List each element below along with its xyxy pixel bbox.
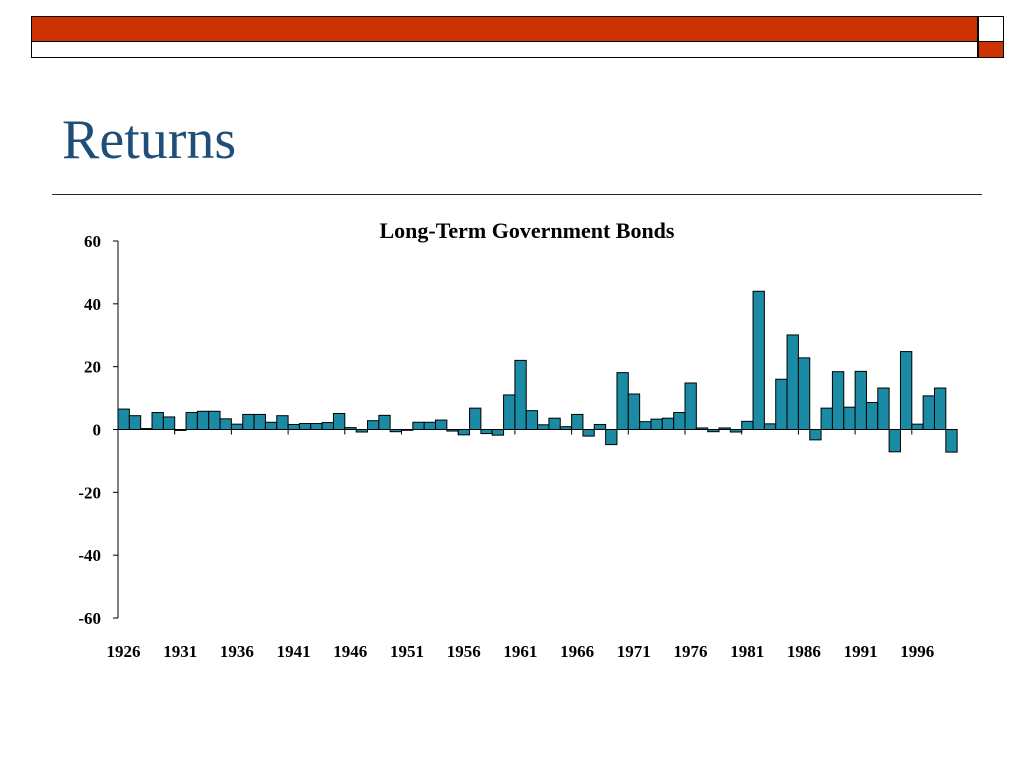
bar-1933	[196, 410, 210, 430]
bar-1989	[831, 371, 845, 431]
bar-1993	[877, 387, 890, 430]
bar-1966	[571, 413, 584, 431]
bar-1999	[945, 429, 958, 453]
x-tick-label-1936: 1936	[220, 642, 254, 661]
x-tick-label-1951: 1951	[390, 642, 424, 661]
header-accent-square-red	[978, 42, 1004, 58]
bar-1937	[242, 413, 255, 431]
bar-1987	[809, 429, 822, 441]
chart-title: Long-Term Government Bonds	[380, 218, 675, 243]
y-tick-label--40: -40	[78, 546, 101, 565]
header-accent-bar	[31, 16, 978, 42]
bar-1974	[661, 417, 675, 431]
bar-1985	[786, 334, 799, 430]
x-tick-label-1931: 1931	[163, 642, 197, 661]
bars-group	[117, 290, 958, 453]
bar-1954	[435, 419, 448, 431]
bar-1948	[366, 420, 380, 431]
bar-1971	[627, 393, 641, 430]
bar-1983	[763, 423, 777, 431]
bar-1972	[639, 421, 652, 430]
bar-1938	[253, 413, 266, 431]
y-tick-label-40: 40	[84, 295, 101, 314]
bar-1968	[593, 423, 607, 431]
bar-1945	[332, 412, 346, 431]
bar-1962	[525, 410, 539, 430]
slide-title: Returns	[62, 109, 237, 171]
bar-1964	[548, 417, 561, 431]
x-tick-label-1961: 1961	[503, 642, 537, 661]
bar-1995	[899, 351, 913, 430]
x-tick-label-1996: 1996	[900, 642, 934, 661]
x-tick-label-1926: 1926	[107, 642, 141, 661]
bar-1976	[684, 382, 697, 430]
bar-1984	[775, 378, 788, 431]
bar-1969	[605, 429, 618, 446]
bar-1944	[321, 422, 334, 430]
bar-1981	[741, 420, 754, 430]
bar-1992	[865, 401, 879, 431]
bar-1941	[287, 423, 300, 431]
bar-1997	[922, 395, 935, 431]
bar-1952	[412, 421, 425, 430]
y-tick-label-60: 60	[84, 232, 101, 251]
x-tick-label-1991: 1991	[844, 642, 878, 661]
bar-1967	[582, 429, 595, 437]
bar-1982	[752, 290, 765, 430]
x-tick-label-1971: 1971	[617, 642, 651, 661]
bar-1939	[264, 421, 278, 430]
bar-1975	[673, 412, 686, 430]
bar-1949	[378, 414, 391, 430]
bar-1935	[219, 418, 232, 431]
bar-1932	[185, 412, 198, 430]
bar-1927	[128, 415, 142, 430]
header-accent-underbar	[31, 42, 978, 58]
bar-1957	[469, 407, 482, 431]
axes-group: 60 40 20 0 -20 -40 -60 1926 1931 1936 1941 1946 1951…	[78, 232, 958, 661]
bar-1988	[820, 407, 833, 431]
header-accent-square-white	[978, 16, 1004, 42]
bar-1963	[537, 424, 550, 431]
bar-1942	[298, 423, 312, 430]
x-tick-label-1946: 1946	[333, 642, 367, 661]
title-rule	[52, 194, 982, 195]
y-tick-label-20: 20	[84, 358, 101, 377]
bar-1936	[230, 423, 244, 431]
x-tick-label-1966: 1966	[560, 642, 594, 661]
bar-1991	[854, 370, 867, 431]
bar-1994	[888, 429, 901, 453]
y-tick-label-0: 0	[93, 421, 102, 440]
bar-1940	[276, 415, 289, 430]
y-tick-label--60: -60	[78, 609, 101, 628]
bar-1934	[208, 410, 221, 430]
bar-1996	[911, 423, 924, 431]
bar-1986	[797, 357, 811, 430]
x-tick-label-1986: 1986	[787, 642, 821, 661]
bar-1953	[423, 421, 437, 430]
bar-1930	[162, 416, 176, 430]
bar-1958	[480, 429, 493, 435]
bar-1973	[650, 418, 663, 431]
x-tick-label-1956: 1956	[447, 642, 481, 661]
bar-1961	[514, 359, 527, 431]
bar-1998	[933, 387, 947, 430]
bar-1970	[616, 372, 629, 431]
bar-1960	[503, 394, 516, 431]
y-tick-label--20: -20	[78, 483, 101, 502]
bar-1929	[151, 412, 164, 430]
x-tick-label-1941: 1941	[277, 642, 311, 661]
x-tick-label-1976: 1976	[674, 642, 708, 661]
bar-1926	[117, 408, 130, 430]
x-tick-label-1981: 1981	[730, 642, 764, 661]
bar-1990	[843, 406, 856, 431]
bar-1956	[457, 429, 471, 436]
bar-1943	[310, 423, 323, 430]
bar-1959	[491, 429, 505, 436]
